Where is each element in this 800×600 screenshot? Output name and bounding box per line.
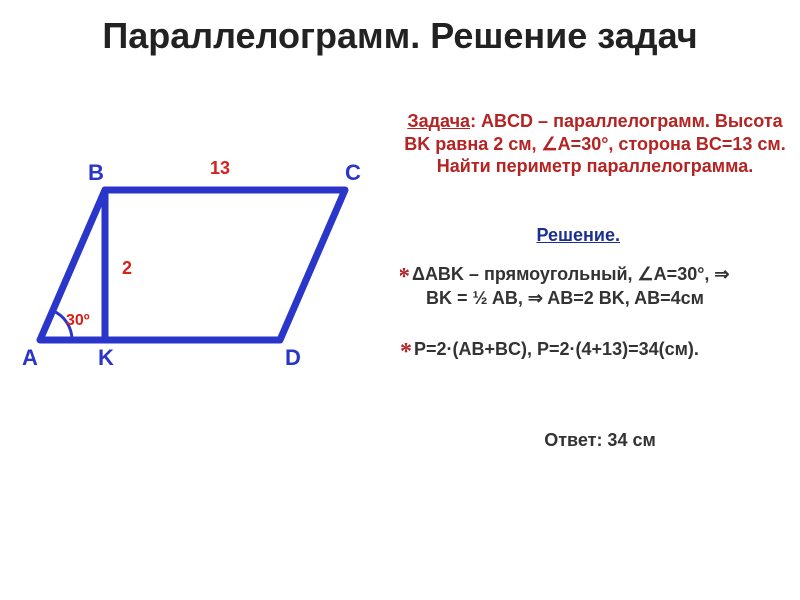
step2-text: BK = ½ AB, ⇒ AB=2 BK, AB=4см: [426, 288, 704, 308]
solution-header: Решение.: [536, 225, 620, 246]
problem-statement: Задача: ABCD – параллелограмм. Высота BK…: [400, 110, 790, 178]
answer-label: Ответ: [544, 430, 596, 450]
asterisk-icon: *: [400, 339, 412, 365]
measure-bk: 2: [122, 258, 132, 279]
answer-value: : 34 см: [596, 430, 655, 450]
solution-step-1: *ΔABK – прямоугольный, ∠A=30°, ⇒: [398, 260, 730, 287]
vertex-label-A: A: [22, 345, 38, 371]
measure-bc: 13: [210, 158, 230, 179]
step3-text: P=2·(AB+BC), P=2·(4+13)=34(см).: [414, 339, 699, 359]
vertex-label-D: D: [285, 345, 301, 371]
vertex-label-K: K: [98, 345, 114, 371]
vertex-label-C: C: [345, 160, 361, 186]
answer-line: Ответ: 34 см: [400, 430, 800, 451]
parallelogram-svg: [0, 150, 400, 380]
page-title: Параллелограмм. Решение задач: [0, 0, 800, 57]
solution-step-3: *P=2·(AB+BC), P=2·(4+13)=34(см).: [400, 335, 699, 362]
measure-angle: 30º: [66, 312, 90, 330]
solution-step-2: BK = ½ AB, ⇒ AB=2 BK, AB=4см: [426, 288, 704, 309]
problem-label: Задача: [407, 111, 470, 131]
step1-text: ΔABK – прямоугольный, ∠A=30°, ⇒: [412, 264, 730, 284]
diagram: A B C D K 13 2 30º: [0, 150, 400, 380]
vertex-label-B: B: [88, 160, 104, 186]
